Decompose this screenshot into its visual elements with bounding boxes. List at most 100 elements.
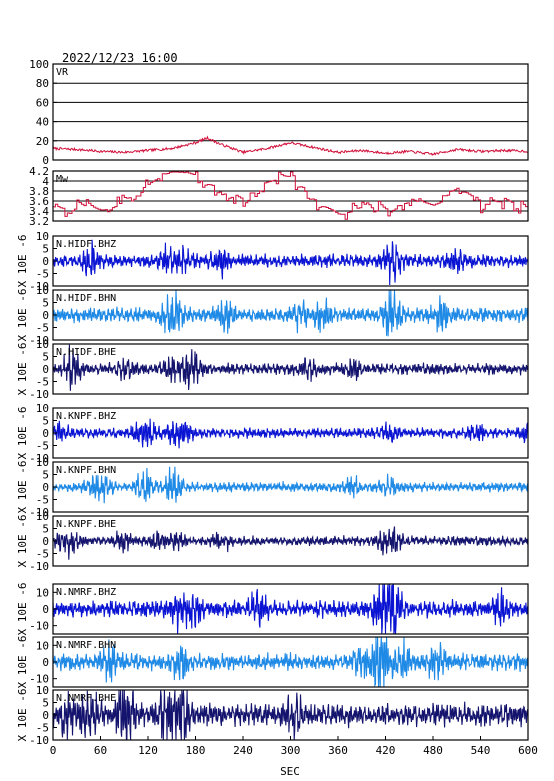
panel-label: N.NMRF.BHN <box>56 640 116 651</box>
y-tick-label: 0 <box>42 255 49 268</box>
panel-label: N.HIDF.BHZ <box>56 239 116 250</box>
y-tick-label: 0 <box>42 656 49 669</box>
y-tick-label: 10 <box>36 684 49 697</box>
y-axis-label: X 10E -6 <box>16 583 29 636</box>
y-tick-label: -5 <box>36 548 49 561</box>
y-axis-label: X 10E -6 <box>16 515 29 568</box>
y-tick-label: 10 <box>36 510 49 523</box>
y-tick-label: -10 <box>29 334 49 347</box>
series-line <box>52 171 529 220</box>
y-tick-label: -5 <box>36 322 49 335</box>
y-tick-label: 80 <box>36 77 49 90</box>
y-axis-label: X 10E -6 <box>16 289 29 342</box>
series-line <box>52 135 529 157</box>
y-tick-label: 0 <box>42 363 49 376</box>
x-tick-label: 540 <box>471 744 491 757</box>
panel-label: VR <box>56 67 69 78</box>
x-tick-label: 360 <box>328 744 348 757</box>
y-tick-label: -10 <box>29 560 49 573</box>
y-tick-label: 60 <box>36 96 49 109</box>
y-tick-label: 4 <box>42 175 49 188</box>
panel-frame <box>52 170 529 222</box>
y-tick-label: 5 <box>42 415 49 428</box>
panel-frame <box>52 63 529 161</box>
x-tick-label: 120 <box>138 744 158 757</box>
y-tick-label: 3.4 <box>29 205 49 218</box>
y-tick-label: 3.8 <box>29 185 49 198</box>
series-line <box>52 637 529 688</box>
x-tick-label: 180 <box>186 744 206 757</box>
y-axis-label: X 10E -6 <box>16 461 29 514</box>
panel-nmrf-bhz: -10 0 10 N.NMRF.BHZ X 10E -6 <box>16 583 529 636</box>
y-tick-label: -5 <box>36 722 49 735</box>
y-tick-label: 10 <box>36 456 49 469</box>
y-tick-label: -10 <box>29 388 49 401</box>
y-tick-label: 0 <box>42 309 49 322</box>
y-tick-label: 10 <box>36 230 49 243</box>
x-tick-label: 420 <box>376 744 396 757</box>
y-tick-label: 40 <box>36 116 49 129</box>
y-tick-label: 0 <box>42 535 49 548</box>
panel-vr: 0 20 40 60 80 100 VR <box>29 58 529 167</box>
x-axis-label: SEC <box>280 765 300 778</box>
y-tick-label: 0 <box>42 481 49 494</box>
x-tick-label: 60 <box>94 744 107 757</box>
y-tick-label: -5 <box>36 494 49 507</box>
y-axis-label: X 10E -6 <box>16 407 29 460</box>
x-tick-label: 240 <box>233 744 253 757</box>
y-tick-label: -10 <box>29 734 49 747</box>
y-tick-label: 4.2 <box>29 165 49 178</box>
series-line <box>52 290 529 337</box>
panel-label: N.KNPF.BHN <box>56 465 116 476</box>
panel-label: Mw <box>56 174 69 185</box>
y-tick-label: 5 <box>42 697 49 710</box>
series-line <box>52 690 529 741</box>
y-tick-label: -10 <box>29 673 49 686</box>
x-tick-label: 480 <box>423 744 443 757</box>
y-tick-label: -10 <box>29 506 49 519</box>
panel-mw: 3.23.43.63.844.2 Mw <box>29 165 529 228</box>
x-tick-label: 0 <box>50 744 57 757</box>
panel-label: N.KNPF.BHE <box>56 519 116 530</box>
y-tick-label: 5 <box>42 469 49 482</box>
y-tick-label: 10 <box>36 586 49 599</box>
y-tick-label: 0 <box>42 154 49 167</box>
y-tick-label: 0 <box>42 427 49 440</box>
y-tick-label: 5 <box>42 243 49 256</box>
y-axis-label: X 10E -6 <box>16 343 29 396</box>
series-line <box>52 418 529 449</box>
y-tick-label: -5 <box>36 440 49 453</box>
y-tick-label: -10 <box>29 280 49 293</box>
y-tick-label: -10 <box>29 620 49 633</box>
series-line <box>52 239 529 286</box>
y-tick-label: -5 <box>36 268 49 281</box>
chart-title: 2022/12/23 16:00 <box>62 51 178 65</box>
y-tick-label: 20 <box>36 135 49 148</box>
y-tick-label: 10 <box>36 284 49 297</box>
chart-panels: 020406080100VR3.23.43.63.844.2Mw-10-5051… <box>16 58 529 747</box>
x-tick-label: 300 <box>281 744 301 757</box>
series-line <box>52 466 529 504</box>
panel-label: N.HIDF.BHE <box>56 347 116 358</box>
y-tick-label: 3.2 <box>29 215 49 228</box>
panel-label: N.NMRF.BHZ <box>56 587 116 598</box>
panel-nmrf-bhn: -10 0 10 N.NMRF.BHN X 10E -6 <box>16 636 529 689</box>
y-tick-label: -5 <box>36 376 49 389</box>
y-tick-label: 5 <box>42 523 49 536</box>
y-tick-label: -10 <box>29 452 49 465</box>
y-tick-label: 0 <box>42 709 49 722</box>
x-axis: 0 60 120 180 240 300 360 420 480 540 600 <box>50 736 538 757</box>
y-tick-label: 5 <box>42 297 49 310</box>
panel-label: N.NMRF.BHE <box>56 693 116 704</box>
y-axis-label: X 10E -6 <box>16 636 29 689</box>
y-tick-label: 10 <box>36 639 49 652</box>
series-line <box>52 344 529 391</box>
y-tick-label: 0 <box>42 603 49 616</box>
y-axis-label: X 10E -6 <box>16 235 29 288</box>
y-tick-label: 100 <box>29 58 49 71</box>
